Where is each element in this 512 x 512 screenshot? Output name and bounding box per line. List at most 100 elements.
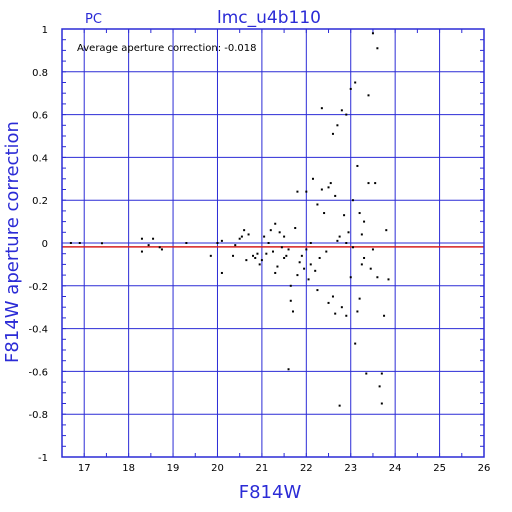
data-point <box>349 87 352 90</box>
x-tick-labels: 17 18 19 20 21 22 23 24 25 26 <box>78 463 491 474</box>
data-point <box>287 368 290 371</box>
data-point <box>216 242 219 244</box>
y-tick-label: -1 <box>38 453 48 464</box>
grid <box>62 28 485 458</box>
data-point <box>385 229 388 232</box>
data-point <box>274 222 277 225</box>
data-point <box>380 372 383 375</box>
data-point <box>360 233 363 236</box>
data-point <box>345 242 348 244</box>
y-axis-title: F814W aperture correction <box>2 121 23 363</box>
data-point <box>343 214 346 217</box>
data-point <box>274 271 277 274</box>
data-point <box>351 199 354 202</box>
data-point <box>311 177 314 180</box>
data-point <box>374 182 377 185</box>
x-tick-label: 20 <box>211 463 224 474</box>
data-point <box>263 235 266 238</box>
data-point <box>320 107 323 110</box>
data-point <box>300 254 303 257</box>
data-point <box>278 231 281 234</box>
data-point <box>358 297 361 300</box>
axis-ticks <box>61 28 485 458</box>
x-tick-label: 23 <box>344 463 357 474</box>
data-point <box>240 235 243 238</box>
data-point <box>338 404 341 407</box>
data-point <box>152 237 155 240</box>
data-point <box>100 242 103 245</box>
data-point <box>265 252 268 255</box>
x-axis-title: F814W <box>239 482 302 503</box>
data-point <box>336 124 339 127</box>
data-point <box>283 235 286 238</box>
data-point <box>140 250 143 253</box>
data-point <box>294 227 297 230</box>
data-point <box>316 289 319 292</box>
x-tick-label: 24 <box>389 463 402 474</box>
data-point <box>380 402 383 405</box>
chart-title: lmc_u4b110 <box>217 8 321 28</box>
x-tick-label: 19 <box>167 463 180 474</box>
data-point <box>220 271 223 274</box>
data-point <box>252 254 255 257</box>
data-point <box>345 314 348 317</box>
data-point <box>280 246 283 249</box>
data-point <box>356 310 359 313</box>
data-point <box>358 212 361 215</box>
data-point <box>338 235 341 238</box>
data-point <box>298 261 301 264</box>
data-point <box>232 254 235 257</box>
y-tick-label: 0 <box>42 239 48 250</box>
data-point <box>331 295 334 298</box>
data-point <box>78 242 81 244</box>
data-point <box>349 276 352 279</box>
data-point <box>287 248 290 251</box>
data-point <box>360 263 363 266</box>
data-point <box>323 212 326 215</box>
data-point <box>345 113 348 116</box>
x-tick-label: 25 <box>433 463 446 474</box>
data-point <box>245 259 248 262</box>
data-point <box>378 385 381 388</box>
data-point <box>327 186 330 189</box>
data-point <box>303 267 306 270</box>
y-tick-label: 0.6 <box>32 111 48 122</box>
data-point <box>69 242 72 244</box>
corner-label: PC <box>85 12 102 27</box>
data-point <box>367 182 370 185</box>
y-tick-label: -0.6 <box>28 367 48 378</box>
data-point <box>276 265 279 268</box>
y-tick-label: 1 <box>42 25 48 36</box>
y-tick-label: -0.2 <box>28 282 48 293</box>
data-point <box>272 250 274 253</box>
data-point <box>340 109 343 112</box>
data-point <box>285 254 288 257</box>
data-point <box>351 246 354 249</box>
y-tick-label: 0.2 <box>32 196 48 207</box>
data-point <box>160 248 163 251</box>
x-tick-label: 17 <box>78 463 91 474</box>
data-point <box>316 203 319 206</box>
data-point <box>376 47 379 50</box>
data-point <box>367 94 370 97</box>
data-point <box>238 237 241 240</box>
data-point <box>334 312 337 315</box>
data-point <box>243 229 246 232</box>
data-point <box>327 301 330 304</box>
data-point <box>305 248 308 251</box>
data-point <box>296 274 299 277</box>
data-point <box>185 242 188 244</box>
data-point <box>354 342 357 345</box>
data-point <box>340 306 343 309</box>
data-point <box>254 256 257 259</box>
data-point <box>307 278 310 281</box>
x-tick-label: 26 <box>478 463 491 474</box>
data-point <box>296 190 299 193</box>
data-point <box>354 81 357 84</box>
data-point <box>309 242 312 244</box>
x-tick-label: 18 <box>122 463 135 474</box>
average-annotation: Average aperture correction: -0.018 <box>77 43 257 54</box>
data-point <box>158 246 161 249</box>
data-point <box>267 242 270 244</box>
